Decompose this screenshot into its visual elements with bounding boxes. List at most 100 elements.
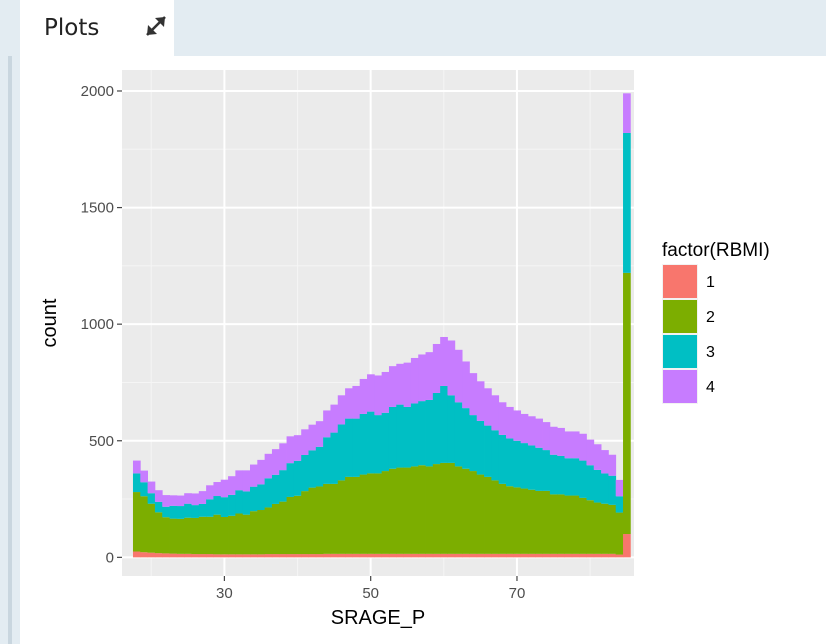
bar-series-4 bbox=[154, 490, 163, 502]
bar-series-2 bbox=[337, 480, 346, 554]
bar-series-1 bbox=[381, 553, 390, 558]
bar-series-4 bbox=[271, 449, 280, 475]
bar-series-3 bbox=[491, 430, 500, 481]
bar-series-4 bbox=[410, 357, 419, 404]
bar-series-4 bbox=[352, 385, 361, 419]
bar-series-3 bbox=[235, 490, 244, 514]
bar-series-2 bbox=[432, 464, 441, 554]
bar-series-3 bbox=[564, 458, 573, 496]
bar-series-2 bbox=[301, 491, 309, 555]
bar-series-4 bbox=[315, 421, 324, 447]
bar-series-1 bbox=[586, 553, 595, 558]
bar-series-2 bbox=[491, 480, 500, 554]
bar-series-3 bbox=[147, 493, 156, 504]
bar-series-2 bbox=[549, 494, 558, 554]
bar-series-2 bbox=[235, 513, 244, 555]
bar-series-1 bbox=[410, 553, 419, 558]
bar-series-4 bbox=[176, 495, 185, 507]
bar-series-3 bbox=[462, 408, 470, 469]
bar-series-3 bbox=[359, 413, 368, 475]
tab-plots[interactable]: Plots bbox=[20, 0, 174, 56]
expand-arrows-icon[interactable] bbox=[142, 12, 170, 40]
bar-series-4 bbox=[593, 444, 602, 470]
bar-series-3 bbox=[330, 432, 339, 484]
bar-series-1 bbox=[132, 551, 141, 558]
bar-series-4 bbox=[506, 406, 514, 439]
bar-series-1 bbox=[359, 553, 368, 558]
bar-series-1 bbox=[571, 553, 580, 558]
bar-series-4 bbox=[440, 336, 448, 386]
x-tick-label: 30 bbox=[216, 585, 233, 602]
bar-series-2 bbox=[484, 476, 492, 554]
bar-series-4 bbox=[381, 371, 390, 413]
legend-label-2: 2 bbox=[706, 309, 715, 326]
bar-series-4 bbox=[132, 460, 141, 474]
bar-series-2 bbox=[359, 474, 368, 554]
y-tick-label: 1500 bbox=[81, 200, 114, 217]
bar-series-4 bbox=[337, 395, 346, 425]
bar-series-4 bbox=[462, 361, 470, 409]
bar-series-3 bbox=[154, 501, 163, 513]
bar-series-3 bbox=[469, 415, 478, 472]
bar-series-3 bbox=[381, 412, 390, 472]
bar-series-3 bbox=[140, 482, 148, 497]
bar-series-3 bbox=[549, 454, 558, 495]
bar-series-1 bbox=[337, 553, 346, 558]
bar-series-1 bbox=[601, 553, 609, 558]
bar-series-3 bbox=[271, 474, 280, 504]
bar-series-4 bbox=[162, 495, 170, 507]
bar-series-1 bbox=[213, 554, 222, 558]
bar-series-4 bbox=[513, 410, 522, 441]
bar-series-2 bbox=[330, 483, 339, 554]
bar-series-4 bbox=[279, 443, 287, 471]
bar-series-4 bbox=[184, 493, 192, 504]
bar-series-3 bbox=[286, 463, 295, 497]
bar-series-1 bbox=[154, 553, 163, 558]
bar-series-3 bbox=[323, 437, 331, 484]
bar-series-1 bbox=[608, 553, 617, 558]
bar-series-1 bbox=[462, 553, 470, 558]
bar-series-2 bbox=[250, 511, 258, 555]
bar-series-2 bbox=[206, 516, 214, 555]
y-tick-label: 2000 bbox=[81, 83, 114, 100]
legend-key-1 bbox=[663, 265, 697, 298]
bar-series-1 bbox=[330, 553, 339, 558]
bar-series-3 bbox=[301, 454, 309, 492]
bar-series-1 bbox=[271, 554, 280, 558]
bar-series-4 bbox=[579, 433, 587, 461]
bar-series-1 bbox=[367, 553, 375, 558]
bar-series-1 bbox=[257, 554, 266, 558]
bar-series-1 bbox=[374, 553, 383, 558]
bar-series-4 bbox=[235, 470, 244, 491]
bar-series-2 bbox=[271, 503, 280, 555]
bar-series-4 bbox=[250, 464, 258, 487]
bar-series-3 bbox=[184, 503, 192, 518]
bar-series-1 bbox=[162, 553, 170, 558]
bar-series-2 bbox=[352, 476, 361, 554]
bar-series-4 bbox=[293, 435, 302, 461]
bar-series-4 bbox=[367, 374, 375, 412]
bar-series-2 bbox=[308, 487, 317, 555]
bar-series-4 bbox=[623, 93, 631, 133]
bar-series-4 bbox=[491, 395, 500, 431]
bar-series-2 bbox=[176, 518, 185, 554]
bar-series-2 bbox=[367, 473, 375, 554]
bar-series-4 bbox=[542, 422, 551, 451]
bar-series-2 bbox=[242, 514, 251, 555]
bar-series-1 bbox=[454, 553, 463, 558]
bar-series-1 bbox=[418, 553, 426, 558]
bar-series-3 bbox=[345, 418, 353, 477]
bar-series-4 bbox=[586, 439, 595, 466]
bar-series-1 bbox=[323, 553, 331, 558]
bar-series-3 bbox=[198, 503, 207, 517]
bar-series-2 bbox=[396, 467, 404, 554]
bar-series-3 bbox=[425, 399, 434, 467]
bar-series-4 bbox=[432, 343, 441, 393]
bar-series-1 bbox=[527, 553, 536, 558]
y-tick-label: 1000 bbox=[81, 316, 114, 333]
bar-series-3 bbox=[571, 458, 580, 496]
bar-series-2 bbox=[476, 474, 485, 554]
bar-series-4 bbox=[206, 485, 214, 500]
bar-series-3 bbox=[176, 506, 185, 519]
